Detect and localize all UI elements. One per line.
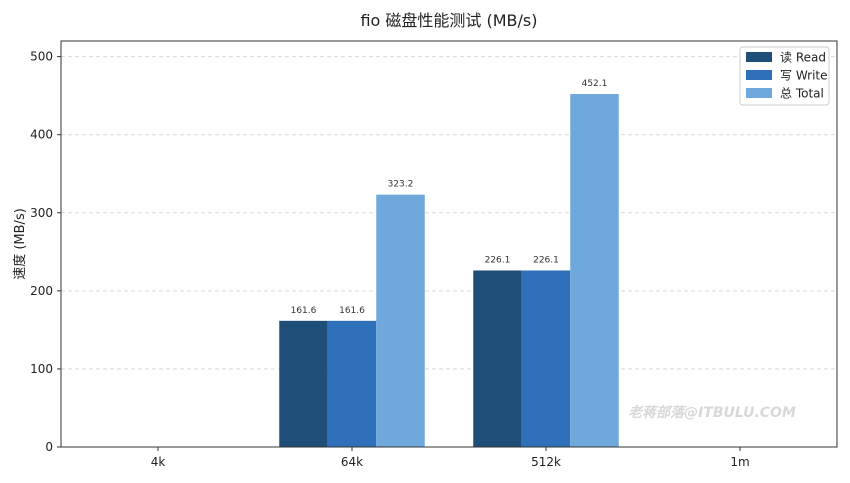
bar — [327, 320, 377, 447]
legend-label: 读 Read — [780, 51, 826, 65]
y-tick-label: 400 — [30, 128, 53, 142]
y-tick-label: 0 — [45, 440, 53, 454]
plot-frame — [60, 40, 838, 448]
data-label: 452.1 — [582, 79, 608, 89]
y-axis-label: 速度 (MB/s) — [12, 208, 28, 280]
bars — [279, 94, 619, 448]
bar — [570, 94, 619, 448]
x-tick-label: 64k — [341, 455, 363, 469]
bar — [279, 320, 328, 447]
data-label: 226.1 — [485, 255, 511, 265]
legend-swatch — [746, 70, 772, 80]
x-ticks: 4k 64k 512k 1m — [151, 447, 750, 469]
x-tick-label: 1m — [730, 455, 749, 469]
grid-lines — [61, 56, 837, 370]
y-tick-label: 300 — [30, 206, 53, 220]
watermark: 老蒋部落@ITBULU.COM — [628, 404, 796, 421]
y-tick-label: 100 — [30, 362, 53, 376]
legend-swatch — [746, 52, 772, 62]
legend-label: 写 Write — [780, 69, 828, 83]
x-tick-label: 512k — [531, 455, 561, 469]
data-label: 161.6 — [291, 306, 317, 316]
y-ticks: 0 100 200 300 400 500 — [30, 50, 61, 454]
data-labels: 161.6 226.1 161.6 226.1 323.2 452.1 — [291, 79, 608, 316]
legend-label: 总 Total — [780, 87, 824, 101]
data-label: 226.1 — [533, 255, 559, 265]
bar — [376, 194, 425, 447]
y-tick-label: 200 — [30, 284, 53, 298]
y-tick-label: 500 — [30, 50, 53, 64]
chart-title: fio 磁盘性能测试 (MB/s) — [360, 11, 537, 30]
legend: 读 Read 写 Write 总 Total — [739, 46, 830, 106]
data-label: 161.6 — [339, 306, 365, 316]
legend-swatch — [746, 88, 772, 98]
bar — [521, 270, 571, 447]
bar — [473, 270, 522, 447]
x-tick-label: 4k — [151, 455, 166, 469]
data-label: 323.2 — [388, 180, 414, 190]
